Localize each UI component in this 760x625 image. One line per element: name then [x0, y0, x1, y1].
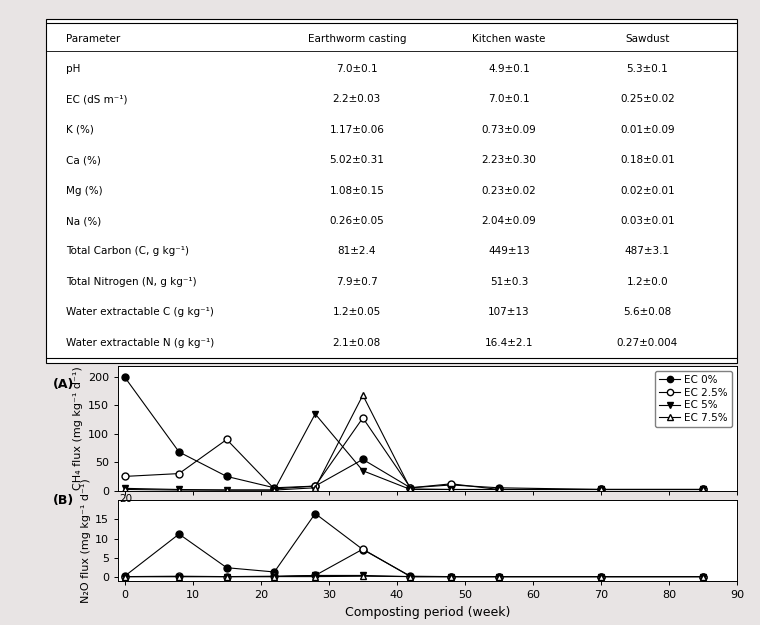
Text: 2.04±0.09: 2.04±0.09	[482, 216, 537, 226]
Y-axis label: CH₄ flux (mg kg⁻¹ d⁻¹): CH₄ flux (mg kg⁻¹ d⁻¹)	[74, 366, 84, 490]
Text: 0.01±0.09: 0.01±0.09	[620, 125, 675, 135]
Text: Sawdust: Sawdust	[625, 34, 670, 44]
Text: 81±2.4: 81±2.4	[337, 246, 376, 256]
Text: 0.73±0.09: 0.73±0.09	[482, 125, 537, 135]
Text: Total Nitrogen (N, g kg⁻¹): Total Nitrogen (N, g kg⁻¹)	[66, 277, 197, 287]
Text: 0.23±0.02: 0.23±0.02	[482, 186, 537, 196]
Text: 1.08±0.15: 1.08±0.15	[329, 186, 385, 196]
Text: 16.4±2.1: 16.4±2.1	[485, 338, 534, 348]
Text: EC (dS m⁻¹): EC (dS m⁻¹)	[66, 94, 128, 104]
Text: 4.9±0.1: 4.9±0.1	[488, 64, 530, 74]
Legend: EC 0%, EC 2.5%, EC 5%, EC 7.5%: EC 0%, EC 2.5%, EC 5%, EC 7.5%	[655, 371, 732, 427]
Text: 1.17±0.06: 1.17±0.06	[329, 125, 385, 135]
Text: 7.9±0.7: 7.9±0.7	[336, 277, 378, 287]
Text: 0.26±0.05: 0.26±0.05	[329, 216, 385, 226]
Text: (A): (A)	[53, 378, 74, 391]
Text: 0.18±0.01: 0.18±0.01	[620, 155, 675, 165]
Text: Water extractable C (g kg⁻¹): Water extractable C (g kg⁻¹)	[66, 308, 214, 318]
Text: Parameter: Parameter	[66, 34, 121, 44]
Text: 107±13: 107±13	[488, 308, 530, 318]
Text: 449±13: 449±13	[488, 246, 530, 256]
Text: 0.03±0.01: 0.03±0.01	[620, 216, 675, 226]
Text: (B): (B)	[53, 494, 74, 507]
Text: 7.0±0.1: 7.0±0.1	[336, 64, 378, 74]
Text: 0.27±0.004: 0.27±0.004	[616, 338, 678, 348]
Text: 51±0.3: 51±0.3	[489, 277, 528, 287]
Text: Earthworm casting: Earthworm casting	[308, 34, 406, 44]
Text: 7.0±0.1: 7.0±0.1	[488, 94, 530, 104]
Text: 0.02±0.01: 0.02±0.01	[620, 186, 675, 196]
Text: 2.2±0.03: 2.2±0.03	[333, 94, 381, 104]
Text: 5.02±0.31: 5.02±0.31	[329, 155, 385, 165]
Text: Water extractable N (g kg⁻¹): Water extractable N (g kg⁻¹)	[66, 338, 214, 348]
Text: 0.25±0.02: 0.25±0.02	[620, 94, 675, 104]
Text: 5.3±0.1: 5.3±0.1	[626, 64, 668, 74]
Text: Kitchen waste: Kitchen waste	[472, 34, 546, 44]
Text: Mg (%): Mg (%)	[66, 186, 103, 196]
Text: K (%): K (%)	[66, 125, 94, 135]
Y-axis label: N₂O flux (mg kg⁻¹ d⁻¹): N₂O flux (mg kg⁻¹ d⁻¹)	[81, 478, 90, 603]
Text: Na (%): Na (%)	[66, 216, 102, 226]
Text: 487±3.1: 487±3.1	[625, 246, 670, 256]
Text: 1.2±0.05: 1.2±0.05	[333, 308, 381, 318]
Text: 5.6±0.08: 5.6±0.08	[623, 308, 671, 318]
Text: Ca (%): Ca (%)	[66, 155, 101, 165]
Text: 1.2±0.0: 1.2±0.0	[626, 277, 668, 287]
Text: Total Carbon (C, g kg⁻¹): Total Carbon (C, g kg⁻¹)	[66, 246, 189, 256]
Text: 2.1±0.08: 2.1±0.08	[333, 338, 381, 348]
Text: 2.23±0.30: 2.23±0.30	[482, 155, 537, 165]
Text: pH: pH	[66, 64, 81, 74]
X-axis label: Composting period (week): Composting period (week)	[345, 606, 510, 619]
Text: 20: 20	[119, 494, 132, 504]
FancyBboxPatch shape	[46, 19, 737, 362]
